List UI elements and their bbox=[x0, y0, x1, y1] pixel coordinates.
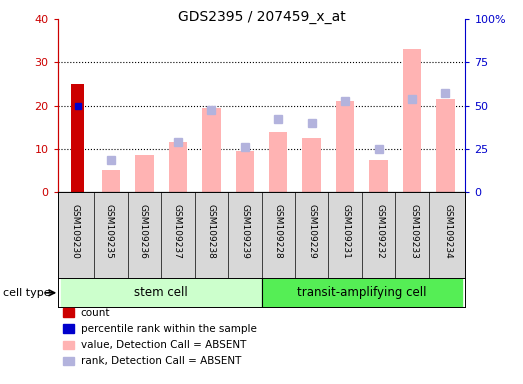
Bar bbox=[202, 108, 221, 192]
Bar bbox=[235, 151, 254, 192]
Bar bbox=[135, 155, 154, 192]
Text: GSM109238: GSM109238 bbox=[206, 204, 215, 259]
Text: GSM109233: GSM109233 bbox=[410, 204, 419, 259]
Text: GSM109228: GSM109228 bbox=[274, 204, 283, 259]
Text: GSM109237: GSM109237 bbox=[172, 204, 181, 259]
Text: transit-amplifying cell: transit-amplifying cell bbox=[297, 286, 427, 299]
Bar bbox=[336, 101, 354, 192]
Text: GSM109229: GSM109229 bbox=[308, 204, 317, 259]
Bar bbox=[269, 131, 288, 192]
Text: GSM109230: GSM109230 bbox=[70, 204, 79, 259]
Text: GSM109231: GSM109231 bbox=[342, 204, 351, 259]
Text: GSM109236: GSM109236 bbox=[138, 204, 147, 259]
Text: GSM109232: GSM109232 bbox=[376, 204, 385, 259]
Text: stem cell: stem cell bbox=[134, 286, 188, 299]
Text: percentile rank within the sample: percentile rank within the sample bbox=[81, 324, 256, 334]
Bar bbox=[403, 50, 421, 192]
Text: GSM109239: GSM109239 bbox=[240, 204, 249, 259]
Bar bbox=[71, 84, 84, 192]
Bar bbox=[369, 160, 388, 192]
Text: GDS2395 / 207459_x_at: GDS2395 / 207459_x_at bbox=[178, 10, 345, 23]
Text: count: count bbox=[81, 308, 110, 318]
Text: GSM109235: GSM109235 bbox=[104, 204, 113, 259]
Text: rank, Detection Call = ABSENT: rank, Detection Call = ABSENT bbox=[81, 356, 241, 366]
Bar bbox=[436, 99, 454, 192]
Bar bbox=[102, 170, 120, 192]
Bar bbox=[302, 138, 321, 192]
Bar bbox=[169, 142, 187, 192]
Text: value, Detection Call = ABSENT: value, Detection Call = ABSENT bbox=[81, 340, 246, 350]
Text: GSM109234: GSM109234 bbox=[444, 204, 453, 259]
Text: cell type: cell type bbox=[3, 288, 50, 298]
